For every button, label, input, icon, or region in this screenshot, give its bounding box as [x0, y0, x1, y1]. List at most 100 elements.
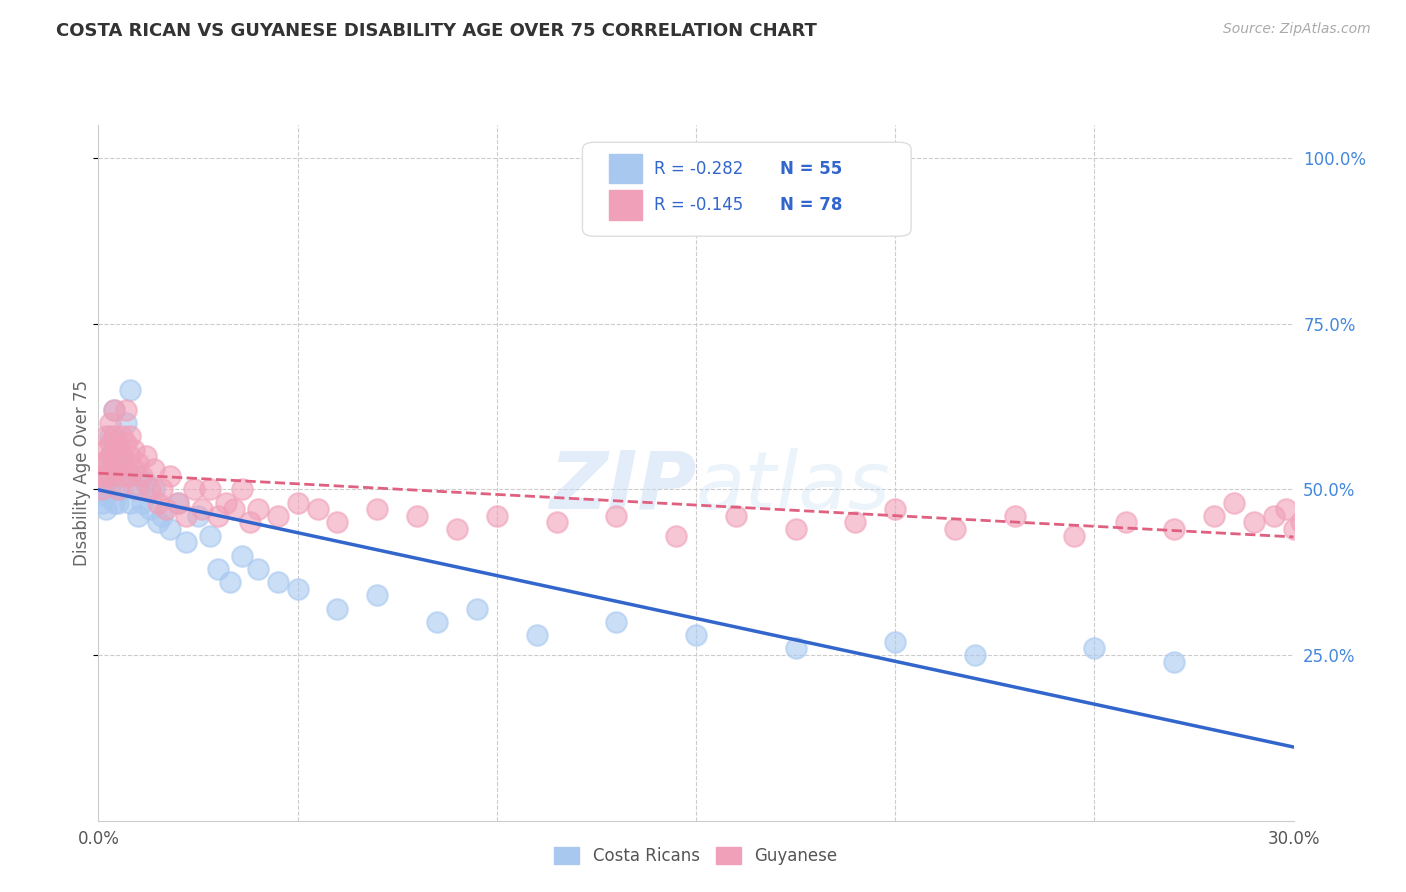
Point	[139, 483, 162, 497]
Point	[124, 483, 146, 497]
Point	[174, 535, 197, 549]
Point	[465, 601, 488, 615]
Point	[120, 383, 142, 397]
Point	[231, 483, 253, 497]
Point	[239, 516, 262, 530]
Point	[120, 495, 142, 509]
Point	[131, 495, 153, 509]
Text: Source: ZipAtlas.com: Source: ZipAtlas.com	[1223, 22, 1371, 37]
Point	[246, 562, 269, 576]
Point	[150, 508, 173, 523]
Point	[1083, 641, 1105, 656]
Point	[127, 456, 149, 470]
Point	[115, 402, 138, 417]
Point	[167, 495, 190, 509]
Point	[159, 469, 181, 483]
Point	[366, 588, 388, 602]
Point	[91, 495, 114, 509]
Text: R = -0.282: R = -0.282	[654, 160, 744, 178]
Point	[219, 575, 242, 590]
Point	[1243, 516, 1265, 530]
Point	[1282, 522, 1305, 536]
Point	[1263, 508, 1285, 523]
Point	[100, 469, 122, 483]
Point	[1302, 529, 1324, 543]
Bar	[609, 190, 643, 219]
Point	[103, 402, 125, 417]
Point	[96, 489, 118, 503]
Text: N = 55: N = 55	[779, 160, 842, 178]
Point	[605, 508, 627, 523]
FancyBboxPatch shape	[582, 142, 911, 236]
Point	[111, 449, 134, 463]
Point	[100, 416, 122, 430]
Point	[1004, 508, 1026, 523]
Point	[366, 502, 388, 516]
Legend: Costa Ricans, Guyanese: Costa Ricans, Guyanese	[547, 840, 845, 871]
Point	[100, 449, 122, 463]
Point	[174, 508, 197, 523]
Point	[307, 502, 329, 516]
Point	[183, 483, 205, 497]
Point	[100, 483, 122, 497]
Point	[111, 429, 134, 443]
Point	[605, 615, 627, 629]
Point	[191, 502, 214, 516]
Point	[111, 449, 134, 463]
Point	[107, 469, 129, 483]
Point	[124, 462, 146, 476]
Point	[120, 449, 142, 463]
Bar	[609, 154, 643, 184]
Point	[107, 483, 129, 497]
Point	[107, 436, 129, 450]
Point	[665, 529, 688, 543]
Point	[1222, 495, 1246, 509]
Point	[198, 483, 221, 497]
Point	[127, 483, 149, 497]
Point	[115, 462, 138, 476]
Point	[96, 475, 118, 490]
Point	[1315, 535, 1337, 549]
Point	[103, 456, 125, 470]
Point	[485, 508, 508, 523]
Point	[1115, 516, 1137, 530]
Point	[96, 429, 118, 443]
Point	[207, 562, 229, 576]
Point	[426, 615, 449, 629]
Point	[884, 634, 907, 648]
Point	[100, 469, 122, 483]
Point	[127, 469, 149, 483]
Point	[1274, 502, 1296, 516]
Point	[103, 429, 125, 443]
Point	[100, 436, 122, 450]
Point	[111, 469, 134, 483]
Point	[124, 442, 146, 457]
Point	[1163, 522, 1185, 536]
Point	[167, 495, 190, 509]
Point	[267, 508, 290, 523]
Point	[96, 469, 118, 483]
Point	[785, 641, 807, 656]
Point	[187, 508, 209, 523]
Point	[96, 456, 118, 470]
Point	[326, 601, 349, 615]
Point	[546, 516, 568, 530]
Point	[96, 502, 118, 516]
Point	[844, 516, 866, 530]
Text: atlas: atlas	[696, 448, 891, 525]
Point	[91, 483, 114, 497]
Point	[91, 469, 114, 483]
Point	[120, 469, 142, 483]
Point	[150, 483, 173, 497]
Point	[96, 462, 118, 476]
Point	[91, 483, 114, 497]
Point	[446, 522, 468, 536]
Point	[207, 508, 229, 523]
Point	[943, 522, 966, 536]
Y-axis label: Disability Age Over 75: Disability Age Over 75	[73, 380, 91, 566]
Text: N = 78: N = 78	[779, 196, 842, 214]
Point	[526, 628, 548, 642]
Point	[724, 508, 747, 523]
Point	[107, 462, 129, 476]
Point	[91, 456, 114, 470]
